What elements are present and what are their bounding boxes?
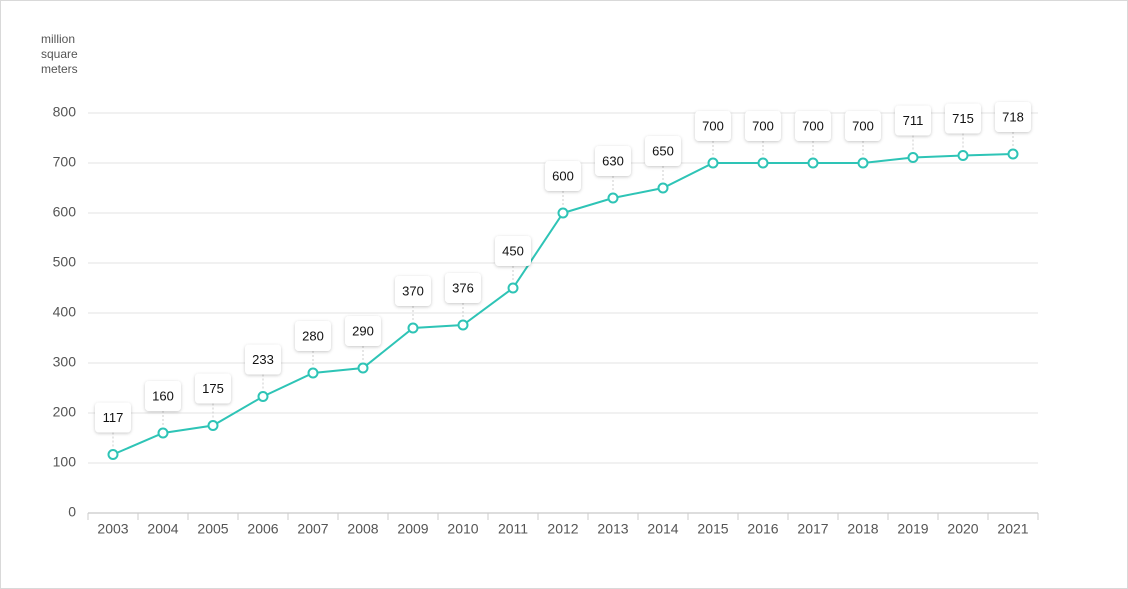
- data-label: 650: [652, 143, 674, 158]
- x-tick-label: 2005: [197, 521, 228, 537]
- data-label: 160: [152, 388, 174, 403]
- point: [307, 367, 319, 379]
- x-tick-label: 2011: [498, 521, 528, 537]
- point: [707, 157, 719, 169]
- label-box: [995, 102, 1031, 132]
- label-box: [495, 236, 531, 266]
- label-box: [695, 111, 731, 141]
- x-tick-label: 2016: [747, 521, 778, 537]
- x-tick-label: 2015: [697, 521, 728, 537]
- x-tick-label: 2013: [597, 521, 628, 537]
- x-tick-label: 2010: [447, 521, 478, 537]
- label-box: [545, 161, 581, 191]
- point: [757, 157, 769, 169]
- label-box: [445, 273, 481, 303]
- data-label: 700: [802, 118, 824, 133]
- label-box: [945, 103, 981, 134]
- data-label: 117: [103, 410, 124, 425]
- label-box: [745, 111, 781, 141]
- data-label: 280: [302, 328, 324, 343]
- data-label: 630: [602, 153, 624, 168]
- label-box: [345, 316, 381, 346]
- x-tick-label: 2017: [797, 521, 828, 537]
- label-box: [95, 402, 131, 433]
- point: [107, 449, 119, 460]
- point: [807, 157, 819, 169]
- x-tick-label: 2019: [897, 521, 928, 537]
- point: [207, 420, 219, 431]
- x-tick-label: 2012: [547, 521, 578, 537]
- point: [657, 182, 669, 194]
- point: [357, 362, 369, 374]
- point: [457, 319, 469, 331]
- x-tick-label: 2004: [147, 521, 178, 537]
- point: [557, 207, 569, 219]
- point: [1007, 148, 1019, 160]
- label-box: [145, 381, 181, 411]
- data-label: 700: [852, 118, 874, 133]
- label-box: [245, 344, 281, 375]
- label-box: [795, 111, 831, 141]
- point: [957, 150, 969, 161]
- data-label: 376: [452, 280, 474, 295]
- y-tick-label: 700: [53, 154, 77, 170]
- x-tick-label: 2003: [97, 521, 128, 537]
- data-label: 233: [252, 352, 274, 367]
- data-label: 600: [552, 168, 574, 183]
- x-tick-label: 2018: [847, 521, 878, 537]
- point: [857, 157, 869, 169]
- x-tick-label: 2020: [947, 521, 978, 537]
- y-tick-label: 200: [53, 404, 77, 420]
- point: [157, 427, 169, 439]
- y-tick-label: 800: [53, 104, 77, 120]
- x-tick-label: 2014: [647, 521, 678, 537]
- data-label: 715: [952, 111, 974, 126]
- x-tick-label: 2009: [397, 521, 428, 537]
- data-label: 700: [752, 118, 774, 133]
- y-tick-label: 500: [53, 254, 77, 270]
- point: [507, 282, 519, 294]
- data-label: 718: [1002, 109, 1024, 124]
- label-box: [595, 146, 631, 176]
- x-tick-label: 2006: [247, 521, 278, 537]
- y-axis-label: million square meters: [41, 32, 78, 76]
- point: [407, 322, 419, 334]
- y-tick-label: 300: [53, 354, 77, 370]
- y-tick-label: 400: [53, 304, 77, 320]
- data-label: 700: [702, 118, 724, 133]
- label-box: [295, 321, 331, 351]
- point: [257, 391, 269, 402]
- x-tick-label: 2008: [347, 521, 378, 537]
- data-label: 370: [402, 283, 424, 298]
- x-tick-label: 2021: [997, 521, 1028, 537]
- label-box: [895, 105, 931, 136]
- label-box: [645, 136, 681, 166]
- label-box: [845, 111, 881, 141]
- data-label: 290: [352, 323, 374, 338]
- y-tick-label: 600: [53, 204, 77, 220]
- point: [607, 192, 619, 204]
- data-label: 175: [202, 381, 224, 396]
- label-box: [195, 373, 231, 404]
- x-tick-label: 2007: [297, 521, 328, 537]
- point: [907, 152, 919, 163]
- label-box: [395, 276, 431, 306]
- data-label: 450: [502, 243, 524, 258]
- y-tick-label: 100: [53, 454, 77, 470]
- data-label: 711: [903, 113, 924, 128]
- y-tick-label: 0: [68, 504, 76, 520]
